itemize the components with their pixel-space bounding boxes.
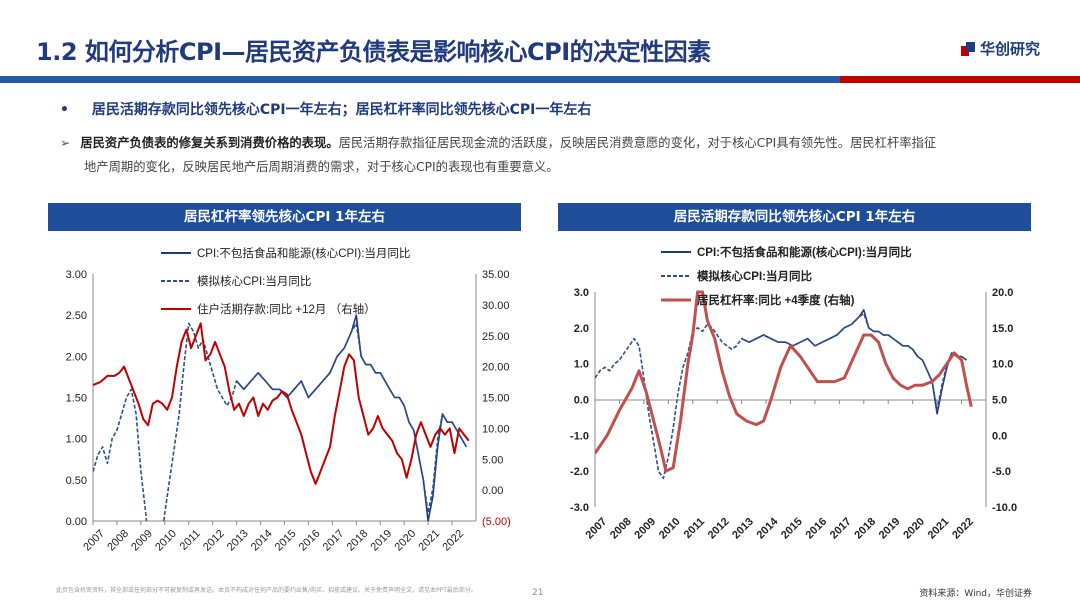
c2-legend-label-1: 模拟核心CPI:当月同比 bbox=[697, 269, 812, 283]
c1-series-2-line bbox=[93, 322, 470, 485]
c1-x-tick-label: 2019 bbox=[369, 528, 395, 554]
c1-x-tick-label: 2011 bbox=[178, 528, 203, 553]
c1-x-tick-label: 2009 bbox=[129, 528, 155, 554]
data-source: 资料来源：Wind，华创证券 bbox=[919, 589, 1032, 599]
c2-x-tick-label: 2020 bbox=[901, 516, 927, 542]
c1-right-tick-label: 20.00 bbox=[482, 362, 510, 374]
c2-left-tick-label: 0.0 bbox=[574, 395, 589, 407]
c1-left-tick-label: 1.00 bbox=[66, 434, 87, 446]
c1-right-tick-label: 10.00 bbox=[482, 423, 510, 435]
c2-x-tick-label: 2019 bbox=[877, 516, 903, 542]
c1-left-tick-label: 2.00 bbox=[66, 351, 87, 363]
c1-right-tick-label: (5.00) bbox=[482, 516, 511, 528]
c1-left-tick-label: 0.50 bbox=[66, 475, 87, 487]
c2-x-tick-label: 2018 bbox=[852, 516, 878, 542]
c1-right-tick-label: 15.00 bbox=[482, 393, 510, 405]
c2-x-tick-label: 2009 bbox=[632, 516, 658, 542]
c2-right-tick-label: 5.0 bbox=[992, 395, 1007, 407]
c2-right-tick-label: -10.0 bbox=[992, 502, 1017, 514]
c1-x-tick-label: 2017 bbox=[321, 528, 347, 554]
c1-legend-label-0: CPI:不包括食品和能源(核心CPI):当月同比 bbox=[197, 246, 410, 260]
summary-line-2: 地产周期的变化，反映居民地产后周期消费的需求，对于核心CPI的表现也有重要意义。 bbox=[84, 160, 559, 174]
c1-x-tick-label: 2010 bbox=[153, 528, 179, 554]
c2-x-tick-label: 2007 bbox=[584, 516, 610, 542]
c1-x-tick-label: 2013 bbox=[225, 528, 251, 554]
c2-series-1-line bbox=[595, 312, 962, 480]
c2-right-tick-label: 10.0 bbox=[992, 359, 1013, 371]
c1-right-tick-label: 35.00 bbox=[482, 269, 510, 281]
summary-line-1-rest: 居民活期存款指征居民现金流的活跃度，反映居民消费意愿的变化，对于核心CPI具有领… bbox=[338, 136, 937, 150]
c2-legend-label-2: 居民杠杆率:同比 +4季度 (右轴) bbox=[697, 293, 855, 307]
chart-1-title: 居民杠杆率领先核心CPI 1年左右 bbox=[48, 203, 521, 231]
c1-legend-label-1: 模拟核心CPI:当月同比 bbox=[197, 274, 311, 288]
disclaimer: 此页包含机密资料，其全部或任何部分不可被复制或再发送。本页不构成对任何产品的要约… bbox=[56, 587, 477, 594]
header-rule bbox=[0, 76, 1080, 85]
c1-right-tick-label: 30.00 bbox=[482, 300, 510, 312]
c1-left-tick-label: 2.50 bbox=[66, 310, 87, 322]
c1-x-tick-label: 2008 bbox=[105, 528, 131, 554]
c2-x-tick-label: 2010 bbox=[657, 516, 683, 542]
c2-x-tick-label: 2008 bbox=[608, 516, 634, 542]
c1-left-tick-label: 1.50 bbox=[66, 393, 87, 405]
c2-x-tick-label: 2017 bbox=[828, 516, 854, 542]
chart-1: 0.00 0.50 1.00 1.50 2.00 2.50 3.00 (5.00) 0.00 5.… bbox=[66, 246, 511, 554]
c2-x-tick-label: 2012 bbox=[706, 516, 732, 542]
c2-x-tick-label: 2016 bbox=[803, 516, 829, 542]
key-point: • 居民活期存款同比领先核心CPI一年左右；居民杠杆率同比领先核心CPI一年左右 bbox=[60, 99, 591, 119]
c2-x-tick-label: 2021 bbox=[926, 516, 952, 542]
c2-x-tick-label: 2014 bbox=[755, 515, 781, 541]
key-point-text: 居民活期存款同比领先核心CPI一年左右；居民杠杆率同比领先核心CPI一年左右 bbox=[91, 102, 592, 118]
c2-right-tick-label: 20.0 bbox=[992, 287, 1013, 299]
chart-2: -3.0 -2.0 -1.0 0.0 1.0 2.0 3.0 -10.0 -5.0 0.0 5.0 1… bbox=[570, 245, 1017, 542]
c2-right-tick-label: -5.0 bbox=[992, 466, 1011, 478]
c1-right-tick-label: 25.00 bbox=[482, 331, 510, 343]
c1-left-tick-label: 3.00 bbox=[66, 269, 87, 281]
summary-paragraph: ➢ 居民资产负债表的修复关系到消费价格的表现。居民活期存款指征居民现金流的活跃度，… bbox=[60, 131, 1050, 179]
c1-x-tick-label: 2020 bbox=[392, 528, 418, 554]
c1-right-tick-label: 5.00 bbox=[482, 454, 503, 466]
brand-logo-icon bbox=[960, 41, 975, 56]
c2-series-2-line bbox=[595, 290, 973, 473]
brand-logo-text: 华创研究 bbox=[979, 40, 1040, 58]
c2-plot-area bbox=[595, 290, 973, 480]
summary-bold: 居民资产负债表的修复关系到消费价格的表现。 bbox=[80, 136, 339, 150]
c2-x-tick-label: 2011 bbox=[682, 516, 707, 541]
chart-2-title: 居民活期存款同比领先核心CPI 1年左右 bbox=[558, 203, 1031, 231]
c2-legend-label-0: CPI:不包括食品和能源(核心CPI):当月同比 bbox=[697, 245, 912, 259]
c1-x-tick-label: 2021 bbox=[416, 528, 442, 554]
c1-x-tick-label: 2015 bbox=[273, 528, 299, 554]
c2-left-tick-label: 3.0 bbox=[574, 287, 589, 299]
c2-left-tick-label: -1.0 bbox=[570, 430, 589, 442]
page-title: 1.2 如何分析CPI—居民资产负债表是影响核心CPI的决定性因素 bbox=[36, 38, 711, 66]
c2-left-tick-label: 2.0 bbox=[574, 323, 589, 335]
arrow-bullet-icon: ➢ bbox=[60, 136, 71, 150]
c2-right-tick-label: 15.0 bbox=[992, 323, 1013, 335]
c2-left-tick-label: 1.0 bbox=[574, 359, 589, 371]
brand-logo: 华创研究 bbox=[960, 38, 1040, 59]
c1-plot-area bbox=[93, 314, 470, 521]
c1-x-tick-label: 2022 bbox=[440, 528, 466, 554]
c2-right-tick-label: 0.0 bbox=[992, 430, 1007, 442]
c1-right-tick-label: 0.00 bbox=[482, 485, 503, 497]
c1-series-0-line bbox=[235, 314, 468, 521]
c1-x-tick-label: 2018 bbox=[345, 528, 371, 554]
c1-x-tick-label: 2014 bbox=[249, 528, 275, 554]
c1-x-tick-label: 2016 bbox=[297, 528, 323, 554]
page-number: 21 bbox=[532, 588, 544, 598]
c1-left-tick-label: 0.00 bbox=[66, 516, 87, 528]
c2-x-tick-label: 2013 bbox=[730, 516, 756, 542]
c1-series-1-line bbox=[93, 322, 468, 521]
c1-x-tick-label: 2012 bbox=[201, 528, 227, 554]
c1-legend-label-2: 住户活期存款:同比 +12月 （右轴） bbox=[197, 302, 376, 316]
c2-left-tick-label: -2.0 bbox=[570, 466, 589, 478]
c2-x-tick-label: 2015 bbox=[779, 516, 805, 542]
c1-x-tick-label: 2007 bbox=[81, 528, 107, 554]
c2-series-0-line bbox=[741, 309, 967, 415]
c2-x-tick-label: 2022 bbox=[950, 516, 976, 542]
summary-line-1: ➢ 居民资产负债表的修复关系到消费价格的表现。居民活期存款指征居民现金流的活跃度，… bbox=[60, 131, 1050, 155]
c2-left-tick-label: -3.0 bbox=[570, 502, 589, 514]
bullet-icon: • bbox=[60, 102, 69, 118]
